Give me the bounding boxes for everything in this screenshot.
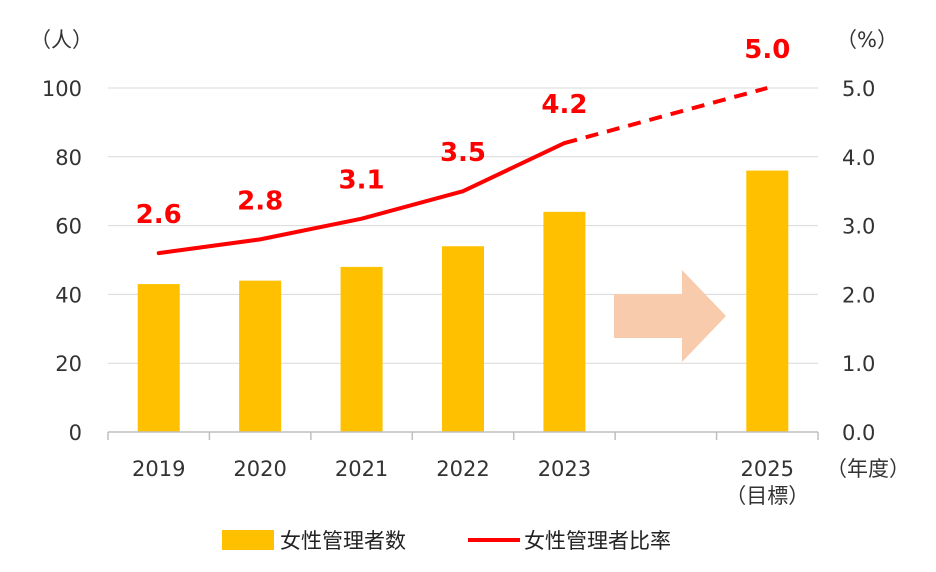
data-labels: 2.6 2.8 3.1 3.5 4.2 5.0 bbox=[136, 35, 791, 230]
y-right-tick-label: 3.0 bbox=[842, 215, 875, 239]
bars bbox=[137, 170, 789, 432]
axes: 0 20 40 60 80 100 0.0 1.0 2.0 3.0 4.0 5.0 （人） （%） 2019… bbox=[30, 28, 910, 508]
x-tick-sublabel: （目標） bbox=[725, 484, 809, 508]
y-right-tick-label: 1.0 bbox=[842, 352, 875, 376]
y-left-tick-label: 0 bbox=[69, 421, 82, 445]
bar bbox=[239, 280, 282, 432]
ratio-data-label: 3.5 bbox=[440, 138, 486, 168]
x-tick-label: 2021 bbox=[335, 457, 388, 481]
y-left-tick-label: 20 bbox=[55, 352, 82, 376]
x-tick-label: 2025 bbox=[741, 457, 794, 481]
line-series bbox=[156, 86, 768, 256]
y-left-tick-label: 40 bbox=[55, 283, 82, 307]
bar bbox=[543, 211, 586, 432]
ratio-data-label: 2.8 bbox=[237, 186, 283, 216]
ratio-data-label: 2.6 bbox=[136, 200, 182, 230]
x-tick-label: 2019 bbox=[132, 457, 185, 481]
ratio-line-solid bbox=[156, 141, 567, 256]
ratio-data-label: 3.1 bbox=[339, 166, 385, 196]
bar bbox=[442, 246, 484, 432]
ratio-data-label: 4.2 bbox=[541, 90, 587, 120]
y-left-tick-label: 80 bbox=[55, 146, 82, 170]
legend-label-line: 女性管理者比率 bbox=[524, 529, 671, 553]
ratio-data-label: 5.0 bbox=[744, 35, 790, 65]
y-left-tick-label: 100 bbox=[42, 77, 82, 101]
legend: 女性管理者数 女性管理者比率 bbox=[222, 529, 671, 553]
x-axis-unit: （年度） bbox=[826, 457, 910, 481]
x-tick-label: 2023 bbox=[538, 457, 591, 481]
y-left-unit: （人） bbox=[30, 28, 93, 52]
x-tick-label: 2020 bbox=[233, 457, 286, 481]
ratio-line-dashed bbox=[563, 86, 768, 145]
y-right-unit: （%） bbox=[836, 28, 898, 52]
bar bbox=[137, 284, 180, 432]
bar bbox=[340, 266, 383, 432]
y-right-tick-label: 5.0 bbox=[842, 77, 875, 101]
y-right-tick-label: 0.0 bbox=[842, 421, 875, 445]
y-left-tick-label: 60 bbox=[55, 215, 82, 239]
y-right-tick-label: 4.0 bbox=[842, 146, 875, 170]
arrow-layer bbox=[614, 270, 726, 362]
bar bbox=[746, 170, 789, 432]
legend-label-bar: 女性管理者数 bbox=[280, 529, 406, 553]
x-tick-label: 2022 bbox=[436, 457, 489, 481]
right-arrow-icon bbox=[614, 270, 726, 362]
y-right-tick-label: 2.0 bbox=[842, 283, 875, 307]
legend-swatch-bar bbox=[222, 530, 274, 550]
